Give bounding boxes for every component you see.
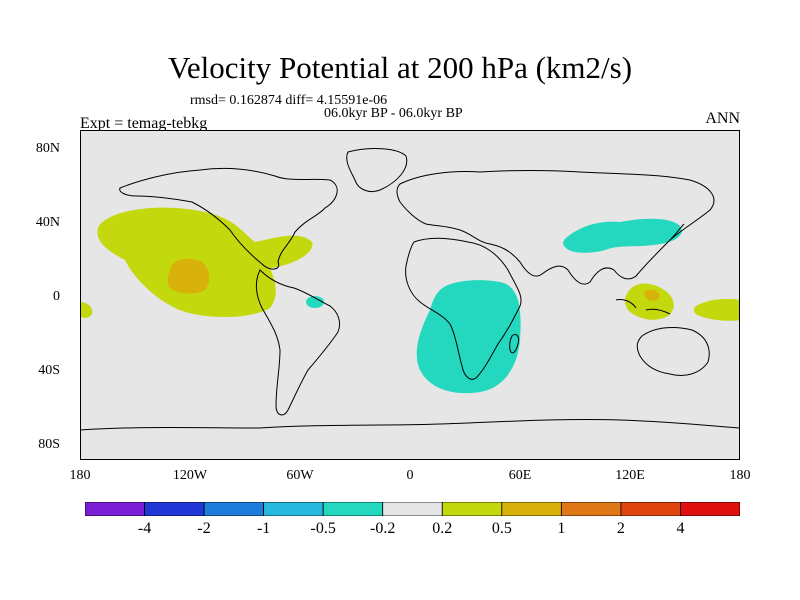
colorbar-swatch bbox=[620, 502, 681, 516]
lon-label-60w: 60W bbox=[286, 468, 314, 483]
lon-label-180w: 180 bbox=[69, 468, 91, 483]
colorbar-label: 0.2 bbox=[432, 520, 453, 537]
colorbar-swatch bbox=[263, 502, 324, 516]
expt-label: Expt = temag-tebkg bbox=[80, 115, 208, 132]
map-title: Velocity Potential at 200 hPa (km2/s) bbox=[167, 50, 633, 85]
region-west-edge bbox=[80, 302, 93, 318]
colorbar-label: -2 bbox=[197, 520, 211, 537]
stats-text: rmsd= 0.162874 diff= 4.15591e-06 bbox=[190, 93, 388, 108]
colorbar-label: 2 bbox=[616, 520, 625, 537]
lat-label-40s: 40S bbox=[38, 363, 60, 378]
lon-label-0: 0 bbox=[406, 468, 414, 483]
experiment-text: 06.0kyr BP - 06.0kyr BP bbox=[324, 106, 463, 121]
lat-label-80s: 80S bbox=[38, 437, 60, 452]
region-dateline bbox=[693, 298, 740, 321]
lat-label-0: 0 bbox=[53, 289, 60, 304]
region-south-africa bbox=[416, 280, 521, 394]
colorbar-label: -0.5 bbox=[310, 520, 336, 537]
region-atlantic-dot bbox=[306, 296, 324, 308]
colorbar-swatch bbox=[85, 502, 145, 516]
coastlines bbox=[80, 148, 740, 431]
colorbar bbox=[85, 502, 740, 516]
colorbar-label: -1 bbox=[256, 520, 271, 537]
lat-label-80n: 80N bbox=[35, 141, 60, 156]
colorbar-label: 1 bbox=[557, 520, 566, 537]
colorbar-swatch bbox=[382, 502, 443, 516]
region-epacific-core bbox=[167, 258, 210, 294]
region-epacific bbox=[97, 207, 313, 317]
lon-label-60e: 60E bbox=[508, 468, 532, 483]
colorbar-label: -4 bbox=[137, 520, 152, 537]
lon-label-120w: 120W bbox=[172, 468, 208, 483]
colorbar-swatch bbox=[203, 502, 265, 516]
colorbar-swatch bbox=[441, 502, 503, 516]
colorbar-swatch bbox=[560, 502, 622, 516]
colorbar-swatch bbox=[680, 502, 740, 516]
lon-label-120e: 120E bbox=[615, 468, 645, 483]
region-east-asia bbox=[563, 218, 682, 253]
lon-label-180e: 180 bbox=[729, 468, 751, 483]
colorbar-label: 0.5 bbox=[491, 520, 512, 537]
lat-label-40n: 40N bbox=[35, 215, 60, 230]
season-label: ANN bbox=[705, 110, 740, 127]
colorbar-swatch bbox=[144, 502, 205, 516]
colorbar-swatch bbox=[501, 502, 562, 516]
map-frame bbox=[80, 130, 740, 460]
colorbar-swatch bbox=[322, 502, 384, 516]
map-plot bbox=[80, 130, 740, 460]
colorbar-label: 4 bbox=[676, 520, 685, 537]
region-maritime-core bbox=[644, 289, 660, 301]
colorbar-label: -0.2 bbox=[370, 520, 396, 537]
